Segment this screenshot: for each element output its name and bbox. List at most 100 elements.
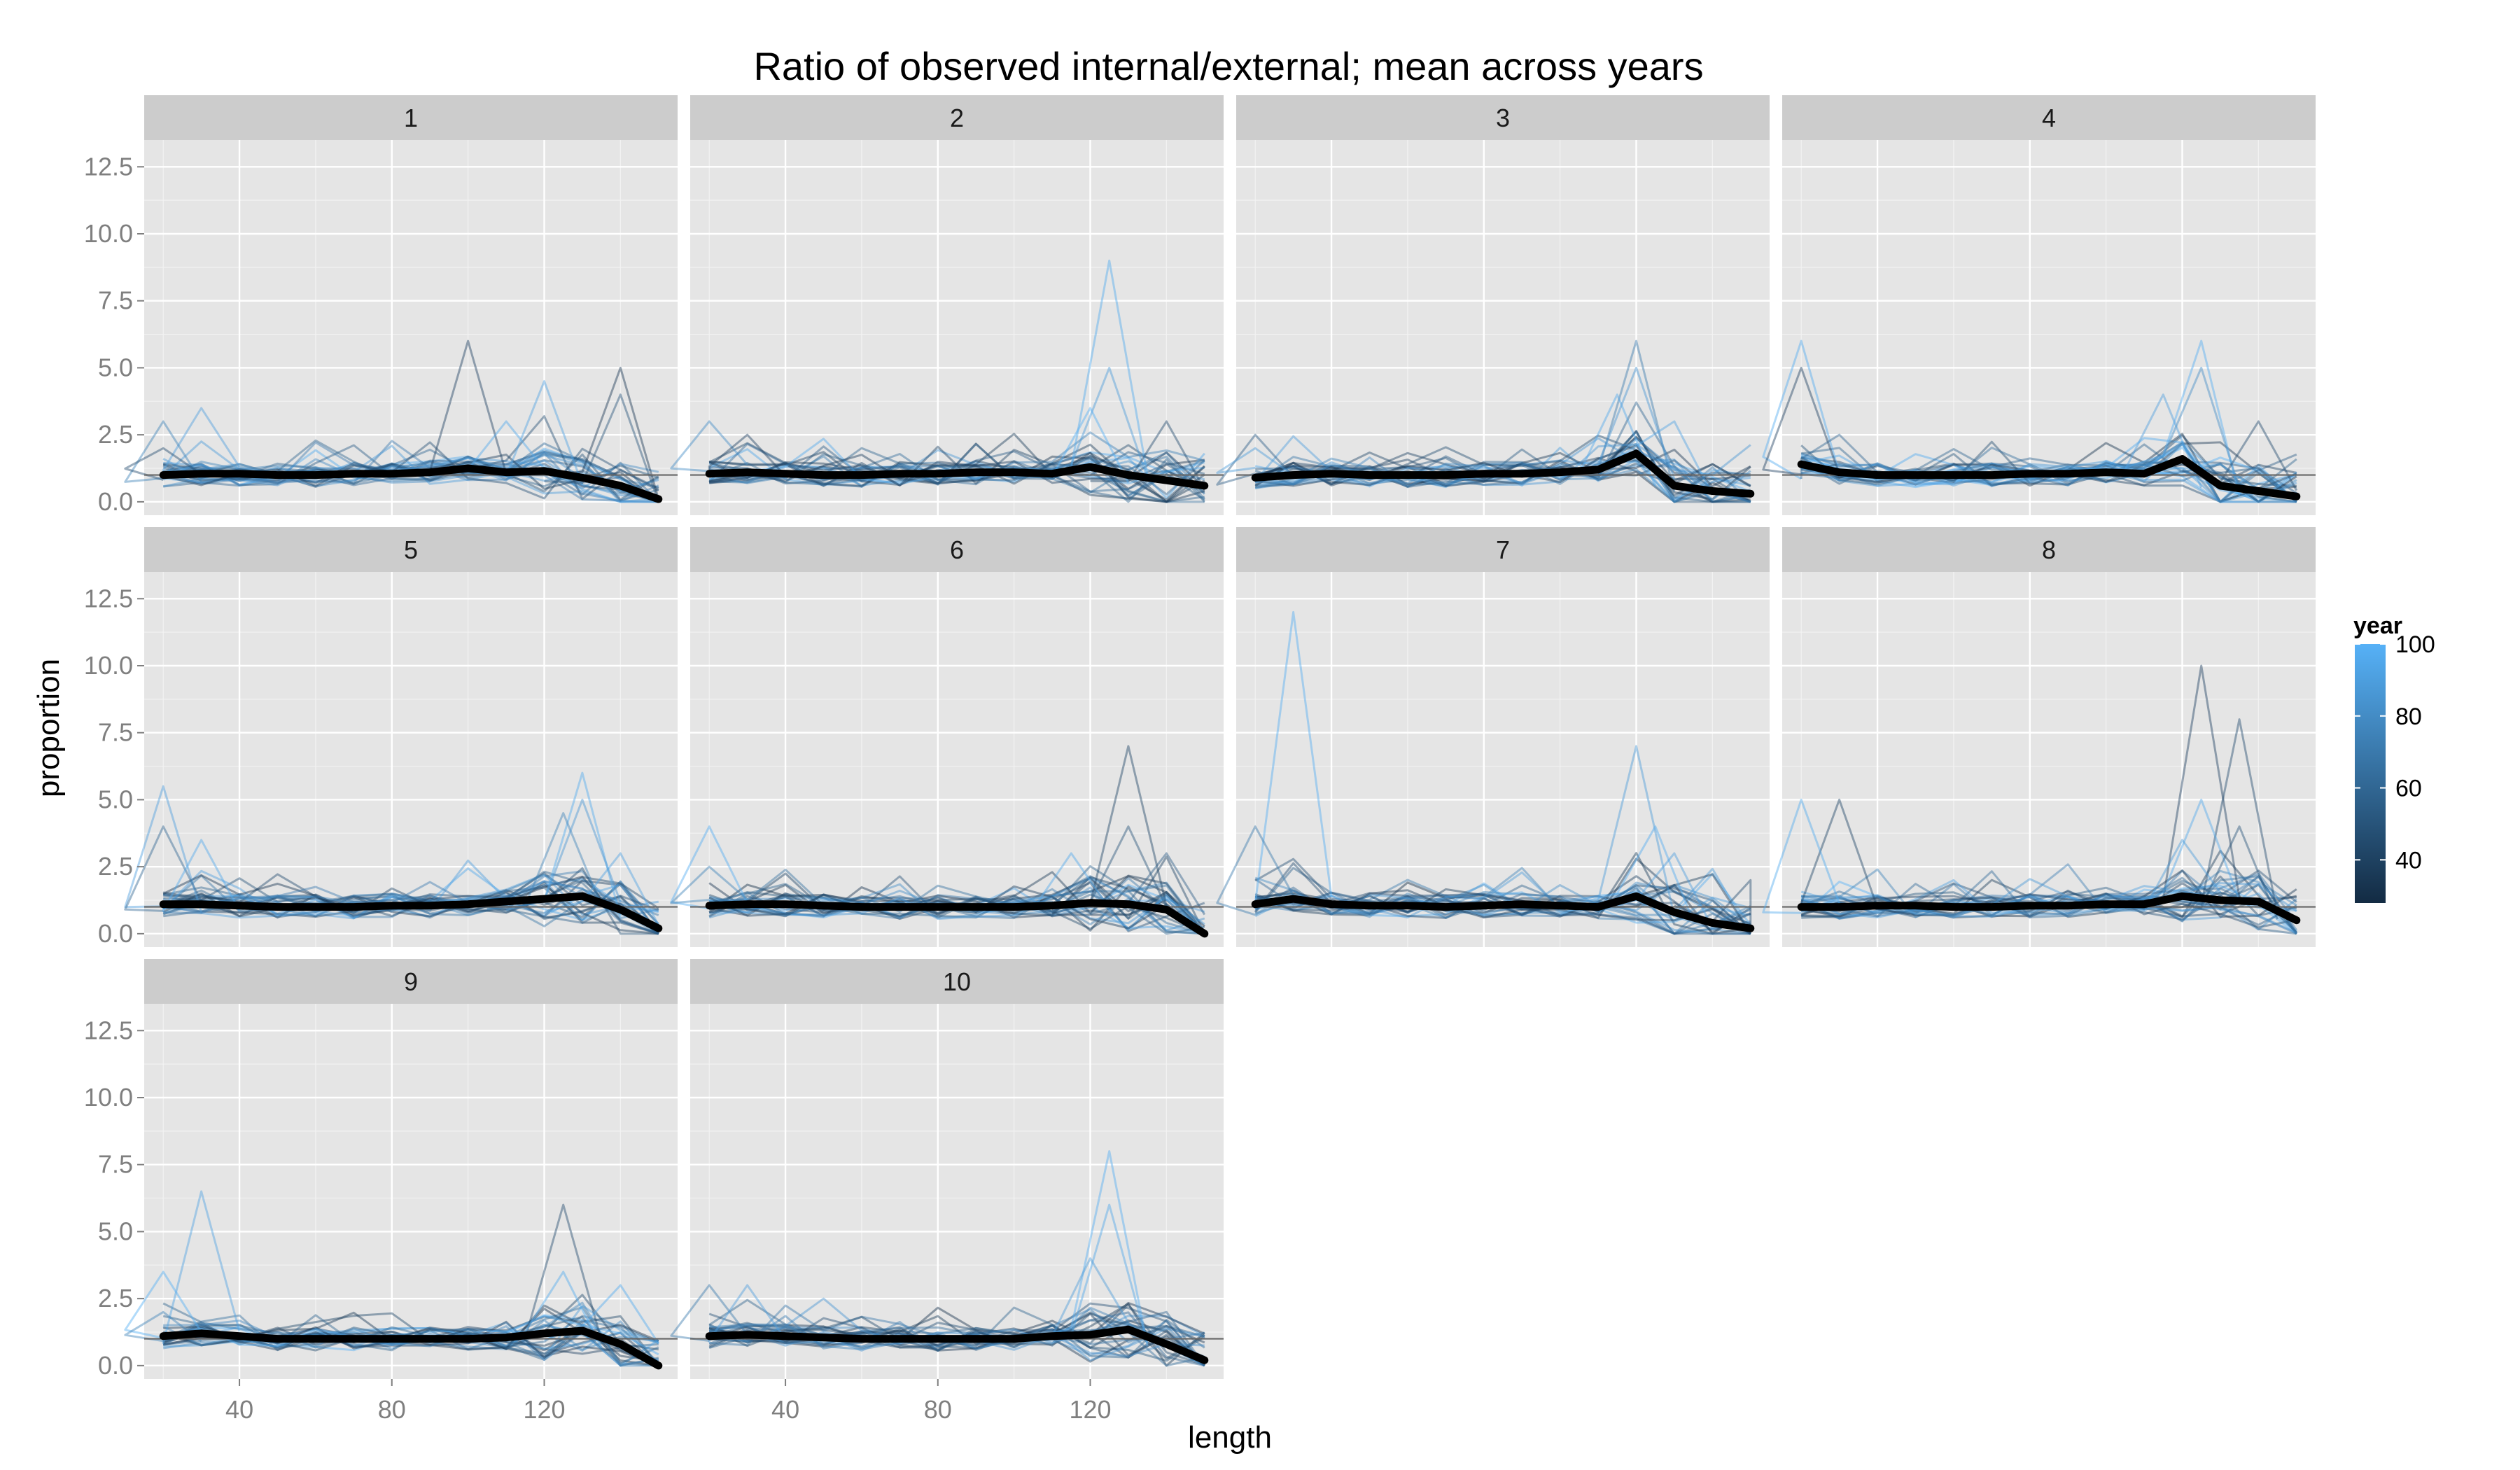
year-series-line [1254,858,1751,935]
facet-panels: 10.02.55.07.510.012.52 3 450.02.55.07.510.… [84,95,2316,1424]
panel-background [1782,572,2316,947]
year-series-line [708,1301,1205,1352]
year-series-line [708,448,1205,499]
year-series-line [163,448,659,503]
y-tick-label: 0.0 [98,919,133,948]
year-series-line [708,1311,1205,1367]
year-series-line [708,442,1205,492]
year-series-line [1255,455,1751,503]
facet-strip [1782,527,2316,572]
panel-background [144,140,678,515]
year-series-line [1800,452,2297,503]
mean-line [705,463,1209,490]
facet-strip [1782,95,2316,140]
panel-background [1782,140,2316,515]
legend-break-label: 40 [2395,847,2422,874]
year-series-line [708,855,1206,934]
year-series-line [708,438,1205,485]
year-series-line [162,1326,659,1367]
year-series-line [708,1306,1205,1359]
year-series-line [163,873,659,919]
y-tick-label: 5.0 [98,1217,133,1245]
year-series-peak-line [1090,852,1206,916]
year-series-line [162,440,659,503]
year-series-line [1254,867,1751,934]
panel-background [144,572,678,947]
year-series-peak-line [2124,798,2241,906]
year-series-line [163,1305,659,1359]
mean-line [705,1325,1209,1364]
facet-panel-6: 6 [670,527,1224,947]
year-series-peak-line [670,420,748,472]
year-series-peak-line [1216,825,1294,916]
year-series-line [708,442,1205,503]
x-tick-label: 40 [225,1395,253,1424]
year-series-peak-line [1032,366,1149,478]
year-series-line [1800,881,2297,935]
facet-strip-label: 7 [1496,536,1510,564]
year-series-peak-line [1800,798,1879,909]
facet-panel-2: 2 [670,95,1224,515]
year-series-line [1800,891,2297,919]
year-series-line [1800,884,2297,932]
year-series-peak-line [670,825,748,910]
legend-break-label: 80 [2395,704,2422,730]
chart-title: Ratio of observed internal/external; mea… [753,44,1703,88]
year-series-line [163,880,659,935]
y-tick-label: 5.0 [98,785,133,813]
x-tick-label: 80 [378,1395,406,1424]
year-series-line [162,451,659,503]
mean-line [159,464,663,503]
year-series-line [163,441,659,500]
y-tick-label: 12.5 [84,1016,133,1044]
y-tick-label: 5.0 [98,353,133,382]
year-series-line [162,880,659,926]
year-series-line [708,875,1205,935]
year-series-peak-line [670,865,748,904]
year-series-peak-line [1216,433,1294,486]
facet-strip [1236,95,1770,140]
year-series-line [1254,858,1751,935]
facet-panel-3: 3 [1216,95,1770,515]
panel-background [690,140,1224,515]
year-series-line [1800,870,2298,934]
panel-background [144,1004,678,1379]
y-tick-label: 2.5 [98,852,133,881]
year-series-peak-line [1051,745,1168,915]
x-tick-label: 80 [924,1395,952,1424]
facet-panel-7: 7 [1216,527,1770,947]
facet-panel-9: 9 0.0 2.5 5.0 7.5 10.0 12.5 40 80 120 [84,959,678,1424]
year-series-line [709,1323,1205,1367]
year-series-line [1254,867,1751,925]
year-series-line [1254,891,1751,924]
year-series-line [162,879,659,935]
legend-title: year [2353,612,2402,639]
year-series-peak-line [1762,798,1841,914]
year-series-line [162,873,659,935]
x-axis-title: length [1188,1420,1272,1455]
year-series-line [162,884,659,935]
y-tick-label: 12.5 [84,152,133,181]
facet-strip-label: 1 [404,104,418,132]
year-series-line [708,882,1205,935]
facet-panel-10: 10 40 80 120 [670,959,1224,1424]
year-series-line [708,1323,1205,1362]
facet-strip-label: 5 [404,536,418,564]
mean-line [1251,892,1755,932]
mean-line [159,1326,663,1370]
year-series-line [162,454,659,492]
year-series-line [162,1314,659,1364]
year-series-line [708,442,1205,496]
y-tick-label: 10.0 [84,1083,133,1112]
year-series-line [1800,433,2297,503]
y-tick-label: 2.5 [98,1284,133,1312]
panel-background [690,572,1224,947]
facet-strip-label: 4 [2042,104,2056,132]
year-series-peak-line [1090,420,1206,491]
year-series-peak-line [1578,825,1695,922]
year-series-line [708,881,1205,932]
year-series-peak-line [124,825,202,912]
year-series-peak-line [1800,433,1879,479]
x-tick-label: 40 [771,1395,799,1424]
